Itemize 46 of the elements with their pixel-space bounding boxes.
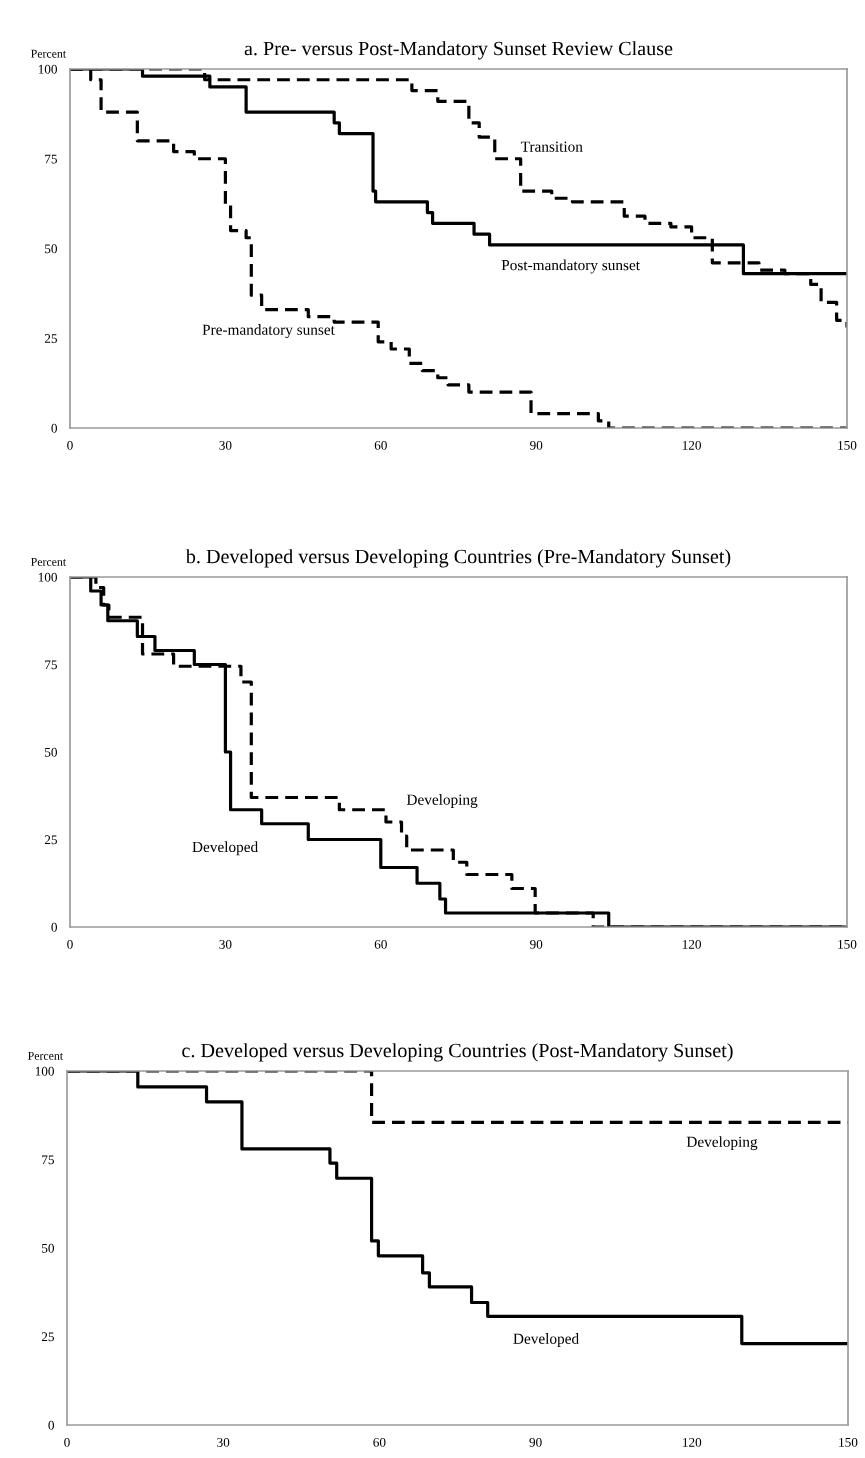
x-tick-label: 0	[67, 939, 73, 949]
x-tick-label: 0	[67, 440, 73, 450]
y-tick-label: 50	[45, 244, 57, 254]
x-tick-label: 150	[839, 1437, 858, 1447]
x-tick-label: 0	[64, 1437, 70, 1447]
series-label: Pre-mandatory sunset	[202, 324, 335, 339]
y-tick-label: 75	[45, 154, 57, 164]
y-tick-label: 75	[42, 1155, 54, 1165]
y-tick-label: 50	[45, 747, 57, 757]
y-tick-label: 0	[51, 423, 57, 433]
y-tick-label: 100	[38, 572, 57, 582]
y-tick-label: 50	[42, 1243, 54, 1253]
series-label: Developing	[406, 794, 478, 808]
x-tick-label: 90	[530, 440, 543, 450]
y-axis-title: Percent	[31, 49, 67, 58]
series-label: Post-mandatory sunset	[501, 259, 640, 274]
series-label: Developing	[686, 1136, 758, 1151]
x-tick-label: 150	[838, 440, 857, 450]
series-label: Developed	[513, 1333, 579, 1347]
y-tick-label: 0	[51, 922, 57, 932]
series-label: Developed	[192, 841, 258, 856]
y-axis-title: Percent	[31, 558, 67, 566]
x-tick-label: 120	[682, 440, 701, 450]
x-tick-label: 120	[683, 1437, 702, 1447]
x-tick-label: 60	[374, 939, 387, 949]
y-tick-label: 75	[45, 660, 57, 670]
x-tick-label: 120	[682, 939, 701, 949]
y-tick-label: 100	[35, 1066, 54, 1076]
y-axis-title: Percent	[28, 1051, 64, 1060]
chart-title: c. Developed versus Developing Countries (Post-Mandatory Sunset)	[182, 1043, 733, 1062]
x-tick-label: 30	[219, 939, 232, 949]
x-tick-label: 90	[530, 939, 543, 949]
x-tick-label: 60	[374, 440, 387, 450]
x-tick-label: 60	[373, 1437, 386, 1447]
y-tick-label: 25	[41, 1332, 54, 1342]
x-tick-label: 30	[217, 1437, 230, 1447]
x-tick-label: 30	[219, 440, 232, 450]
chart-title: b. Developed versus Developing Countries (Pre-Mandatory Sunset)	[185, 549, 731, 568]
y-tick-label: 25	[44, 835, 57, 845]
y-tick-label: 100	[38, 64, 57, 74]
x-tick-label: 150	[838, 939, 857, 949]
x-tick-label: 90	[529, 1437, 542, 1447]
y-tick-label: 25	[44, 334, 57, 343]
chart-title: a. Pre- versus Post-Mandatory Sunset Review Clause	[244, 41, 673, 60]
y-tick-label: 0	[48, 1420, 54, 1430]
series-label: Transition	[520, 141, 583, 152]
